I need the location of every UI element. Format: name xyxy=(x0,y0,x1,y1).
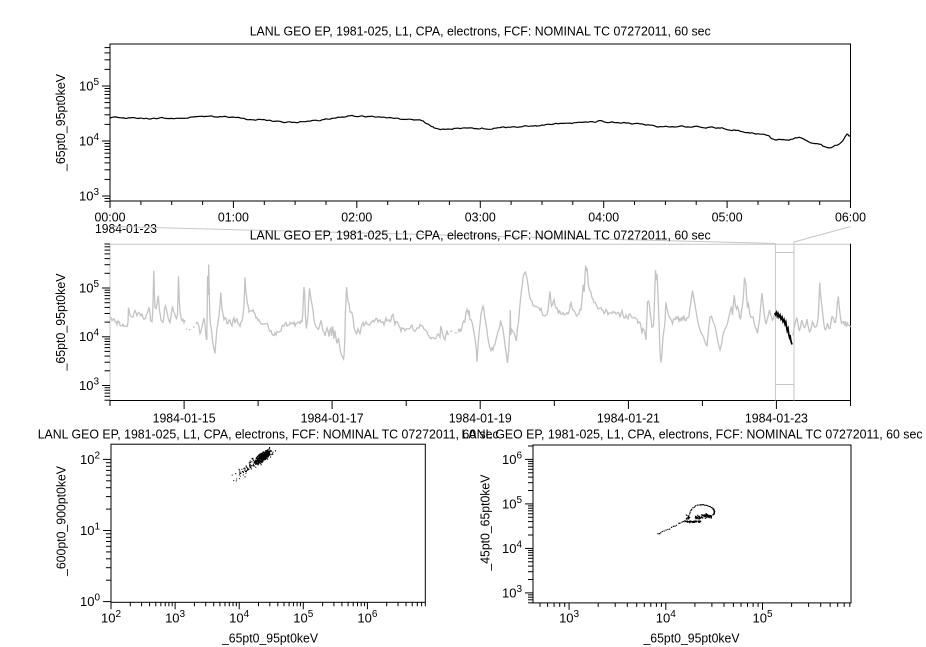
svg-text:_65pt0_95pt0keV: _65pt0_95pt0keV xyxy=(53,273,68,371)
svg-text:1984-01-15: 1984-01-15 xyxy=(153,411,216,426)
svg-text:LANL GEO EP, 1981-025, L1, CPA: LANL GEO EP, 1981-025, L1, CPA, electron… xyxy=(250,24,711,39)
svg-text:_45pt0_65pt0keV: _45pt0_65pt0keV xyxy=(477,474,492,571)
svg-text:06:00: 06:00 xyxy=(835,210,866,225)
svg-text:04:00: 04:00 xyxy=(588,210,619,225)
svg-text:02:00: 02:00 xyxy=(341,210,372,225)
svg-text:LANL GEO EP, 1981-025, L1, CPA: LANL GEO EP, 1981-025, L1, CPA, electron… xyxy=(462,427,923,442)
svg-text:1984-01-19: 1984-01-19 xyxy=(449,411,512,426)
svg-text:05:00: 05:00 xyxy=(712,210,743,225)
svg-text:_65pt0_95pt0keV: _65pt0_95pt0keV xyxy=(221,631,318,646)
svg-text:1984-01-23: 1984-01-23 xyxy=(745,411,808,426)
svg-text:1984-01-21: 1984-01-21 xyxy=(597,411,660,426)
svg-text:LANL GEO EP, 1981-025, L1, CPA: LANL GEO EP, 1981-025, L1, CPA, electron… xyxy=(38,427,499,442)
svg-text:1984-01-17: 1984-01-17 xyxy=(301,411,364,426)
svg-text:_600pt0_900pt0keV: _600pt0_900pt0keV xyxy=(53,466,68,577)
svg-text:01:00: 01:00 xyxy=(218,210,249,225)
svg-text:_65pt0_95pt0keV: _65pt0_95pt0keV xyxy=(53,74,68,172)
svg-text:03:00: 03:00 xyxy=(465,210,496,225)
svg-text:_65pt0_95pt0keV: _65pt0_95pt0keV xyxy=(643,631,740,646)
svg-text:1984-01-23: 1984-01-23 xyxy=(95,221,157,236)
svg-text:LANL GEO EP, 1981-025, L1, CPA: LANL GEO EP, 1981-025, L1, CPA, electron… xyxy=(250,228,711,243)
svg-text:00:00: 00:00 xyxy=(95,210,126,225)
